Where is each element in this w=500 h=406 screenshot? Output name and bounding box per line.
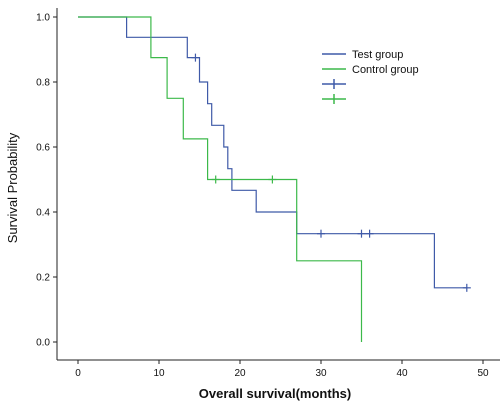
x-axis-title: Overall survival(months) [199, 386, 351, 401]
tick-marks: 0.0 0.2 0.4 0.6 0.8 1.0 0 10 20 30 40 50 [36, 13, 489, 380]
control-group-censor-mark [268, 175, 277, 184]
y-tick-label: 0.6 [36, 143, 50, 154]
y-tick-label: 0.0 [36, 338, 50, 349]
control-group-censor-mark [211, 175, 220, 184]
x-tick-label: 40 [396, 368, 408, 379]
test-group-censor-mark [365, 229, 374, 238]
legend-item: Control group [322, 64, 419, 76]
y-tick-label: 0.2 [36, 273, 50, 284]
test-group-censor-mark [462, 283, 471, 292]
y-tick-label: 0.4 [36, 208, 50, 219]
x-tick-label: 50 [477, 368, 489, 379]
legend: Test group Control group [322, 49, 419, 104]
survival-series [78, 16, 471, 342]
x-tick-label: 20 [234, 368, 246, 379]
legend-label: Control group [352, 64, 419, 76]
test-group-censor-mark [191, 53, 200, 62]
legend-item [322, 79, 346, 89]
x-tick-label: 0 [75, 368, 81, 379]
axes [56, 8, 500, 361]
control-group-survival-curve [78, 16, 363, 342]
y-tick-label: 0.8 [36, 78, 50, 89]
x-tick-label: 30 [315, 368, 327, 379]
y-axis-title: Survival Probability [5, 132, 20, 243]
legend-item [322, 94, 346, 104]
x-tick-label: 10 [153, 368, 165, 379]
test-group-censor-mark [317, 229, 325, 238]
y-tick-label: 1.0 [36, 13, 50, 24]
legend-item: Test group [322, 49, 403, 61]
test-group-censor-mark [357, 229, 366, 238]
legend-label: Test group [352, 49, 403, 61]
test-group-survival-curve [78, 16, 467, 289]
